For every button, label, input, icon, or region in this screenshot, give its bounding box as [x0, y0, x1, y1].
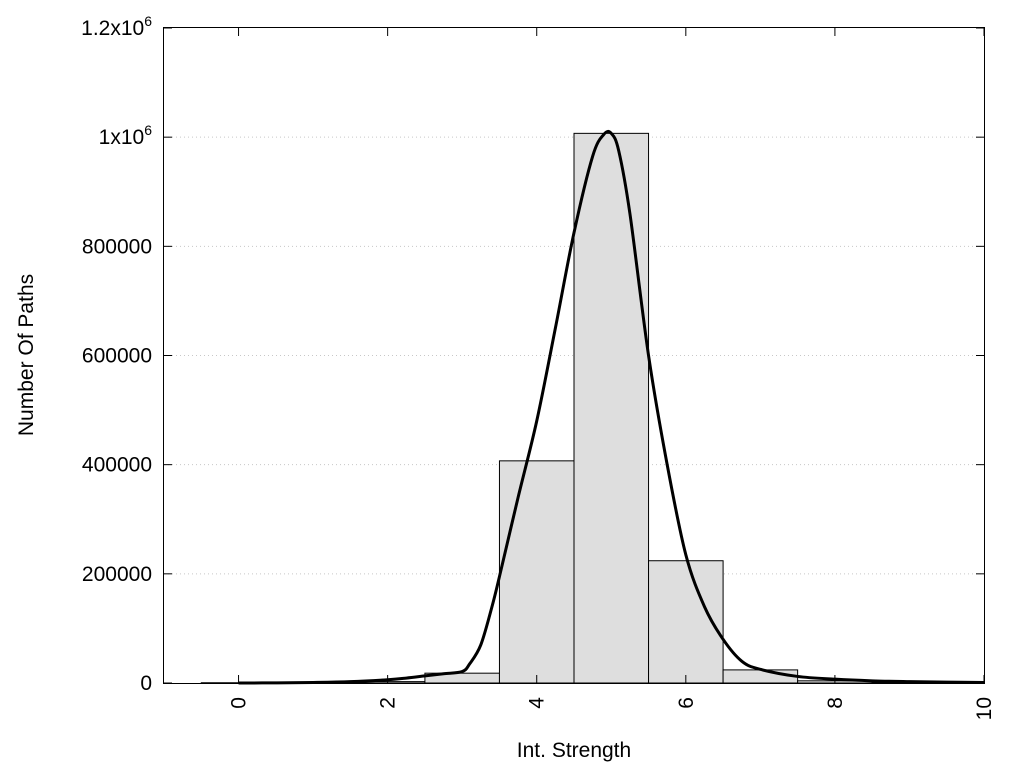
y-tick-label-exponent: 6	[144, 122, 152, 138]
x-tick-label: 0	[228, 697, 251, 709]
x-tick-labels: 0 2 4 6 8 10	[228, 697, 996, 721]
y-tick-label: 0	[140, 672, 152, 695]
fit-curve	[238, 129, 985, 685]
axis-ticks	[164, 27, 985, 684]
histogram-bars	[200, 132, 948, 684]
x-tick-label: 2	[377, 697, 400, 709]
y-tick-label-mantissa: 1.2x10	[81, 17, 144, 40]
y-tick-label: 1.2x106	[81, 13, 152, 40]
plot-frame	[163, 27, 985, 684]
y-axis-title: Number Of Paths	[15, 274, 38, 436]
fit-curve-layer	[238, 129, 985, 685]
y-tick-label: 600000	[82, 345, 152, 368]
x-axis-title: Int. Strength	[517, 739, 631, 762]
y-tick-label-mantissa: 600000	[82, 345, 152, 368]
y-tick-label: 400000	[82, 454, 152, 477]
y-tick-label: 800000	[82, 235, 152, 258]
grid-lines	[164, 136, 984, 575]
y-tick-label: 200000	[82, 563, 152, 586]
x-tick-label: 8	[824, 697, 847, 709]
y-tick-label-mantissa: 800000	[82, 235, 152, 258]
histogram-bar	[498, 460, 575, 684]
y-tick-label-mantissa: 0	[140, 672, 152, 695]
histogram-bar	[722, 669, 799, 684]
y-tick-label-mantissa: 1x10	[99, 126, 145, 149]
y-tick-label: 1x106	[99, 122, 153, 149]
y-tick-label-exponent: 6	[144, 13, 152, 29]
y-tick-label-mantissa: 200000	[82, 563, 152, 586]
histogram-bar	[573, 132, 650, 684]
x-tick-label: 6	[675, 697, 698, 709]
x-tick-label: 10	[973, 697, 996, 720]
y-tick-label-mantissa: 400000	[82, 454, 152, 477]
x-tick-label: 4	[526, 697, 549, 709]
